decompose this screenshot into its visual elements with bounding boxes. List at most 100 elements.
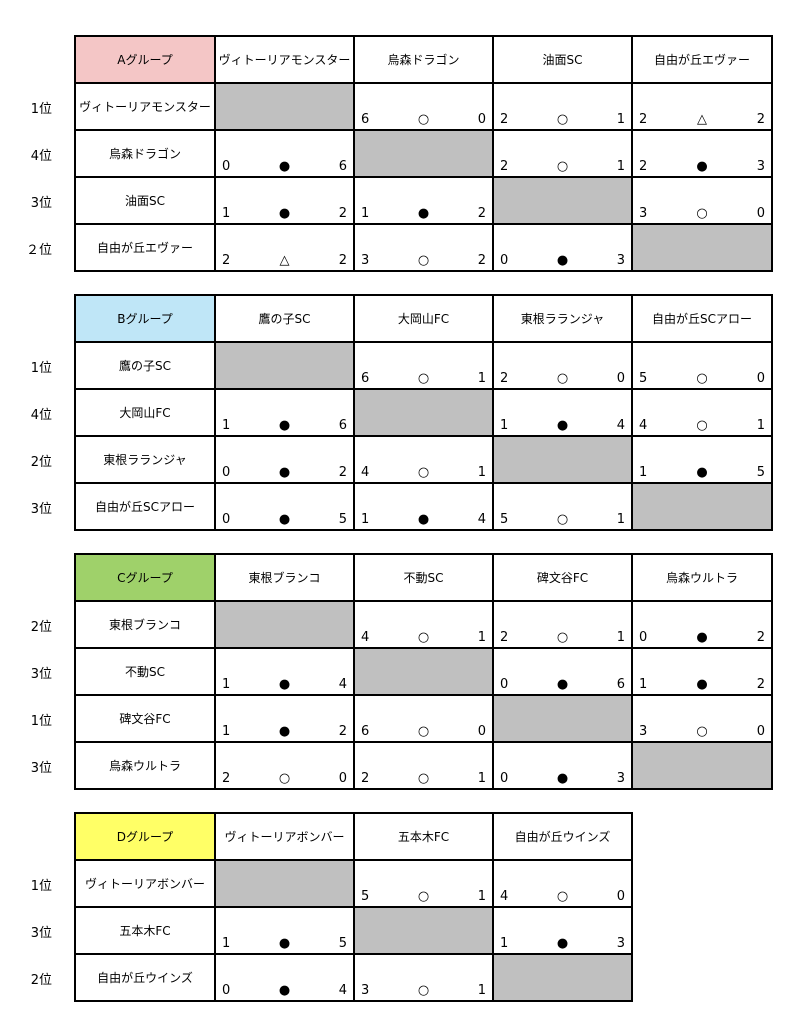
team-row: ヴィトーリアボンバー 5 ○ 1 4 ○ 0	[74, 859, 633, 908]
column-team-header: 碑文谷FC	[492, 553, 633, 602]
result-mark: ○	[417, 253, 430, 268]
score-line: 1 ● 6	[216, 390, 353, 435]
score-line: 0 ● 2	[633, 602, 771, 647]
match-result-cell: 5 ○ 0	[631, 341, 773, 390]
row-team-name: 鷹の子SC	[74, 341, 216, 390]
score-line: 3 ○ 2	[355, 225, 492, 270]
goals-for: 2	[639, 112, 648, 127]
goals-against: 3	[616, 771, 625, 786]
goals-for: 6	[361, 371, 370, 386]
goals-against: 0	[756, 206, 765, 221]
goals-for: 0	[500, 771, 509, 786]
match-result-cell: 0 ● 3	[492, 741, 633, 790]
row-team-name: 碑文谷FC	[74, 694, 216, 743]
goals-against: 6	[616, 677, 625, 692]
score-line: 4 ○ 1	[355, 602, 492, 647]
score-line: 4 ○ 1	[355, 437, 492, 482]
goals-against: 2	[477, 206, 486, 221]
row-team-name: 不動SC	[74, 647, 216, 696]
result-mark: ●	[278, 418, 291, 433]
result-mark: ○	[696, 371, 708, 386]
rank-label: 3位	[30, 926, 52, 941]
score-line: 0 ● 3	[494, 743, 631, 788]
match-result-cell: 0 ● 2	[631, 600, 773, 649]
row-team-name: 烏森ウルトラ	[74, 741, 216, 790]
goals-against: 0	[756, 724, 765, 739]
goals-for: 3	[639, 206, 648, 221]
result-mark: ○	[696, 724, 708, 739]
goals-against: 1	[477, 889, 486, 904]
header-row: Cグループ 東根ブランコ 不動SC 碑文谷FC 烏森ウルトラ	[74, 553, 773, 602]
match-result-cell: 1 ● 4	[214, 647, 355, 696]
result-mark: ○	[556, 630, 569, 645]
header-row: Dグループ ヴィトーリアボンバー 五本木FC 自由が丘ウインズ	[74, 812, 633, 861]
match-result-cell: 4 ○ 1	[353, 600, 494, 649]
goals-against: 1	[477, 983, 486, 998]
score-line: 2 ○ 1	[494, 602, 631, 647]
goals-for: 4	[361, 630, 370, 645]
score-line: 1 ● 5	[633, 437, 771, 482]
result-mark: ●	[417, 206, 430, 221]
goals-against: 4	[338, 677, 347, 692]
goals-for: 2	[500, 159, 509, 174]
row-team-name: 東根ブランコ	[74, 600, 216, 649]
team-row: 自由が丘ウインズ 0 ● 4 3 ○ 1	[74, 953, 633, 1002]
self-match-cell	[631, 741, 773, 790]
results-table: Dグループ ヴィトーリアボンバー 五本木FC 自由が丘ウインズ ヴィトーリアボンバー 5 ○…	[74, 812, 633, 1002]
group-title: Aグループ	[74, 35, 216, 84]
match-result-cell: 2 ○ 1	[492, 82, 633, 131]
rank-label: 4位	[30, 408, 52, 423]
match-result-cell: 1 ● 6	[214, 388, 355, 437]
row-team-name: 烏森ドラゴン	[74, 129, 216, 178]
goals-for: 1	[222, 206, 231, 221]
goals-for: 4	[361, 465, 370, 480]
match-result-cell: 2 ○ 1	[353, 741, 494, 790]
results-table: Aグループ ヴィトーリアモンスター 烏森ドラゴン 油面SC 自由が丘エヴァー ヴィトーリア…	[74, 35, 773, 272]
result-mark: ○	[417, 112, 430, 127]
goals-against: 3	[616, 936, 625, 951]
score-line: 0 ● 5	[216, 484, 353, 529]
match-result-cell: 0 ● 6	[214, 129, 355, 178]
team-row: 自由が丘SCアロー 0 ● 5 1 ● 4 5 ○ 1	[74, 482, 773, 531]
match-result-cell: 1 ● 5	[631, 435, 773, 484]
team-row: 鷹の子SC 6 ○ 1 2 ○ 0 5 ○ 0	[74, 341, 773, 390]
score-line: 2 ○ 1	[494, 131, 631, 176]
score-line: 0 ● 3	[494, 225, 631, 270]
group-title: Cグループ	[74, 553, 216, 602]
match-result-cell: 0 ● 3	[492, 223, 633, 272]
score-line: 1 ● 2	[216, 178, 353, 223]
goals-for: 0	[222, 465, 231, 480]
rank-label: 2位	[30, 973, 52, 988]
goals-against: 2	[756, 677, 765, 692]
rank-label: 3位	[30, 502, 52, 517]
score-line: 2 ○ 0	[216, 743, 353, 788]
match-result-cell: 6 ○ 1	[353, 341, 494, 390]
goals-for: 6	[361, 724, 370, 739]
goals-against: 4	[616, 418, 625, 433]
goals-for: 2	[222, 771, 231, 786]
goals-against: 2	[756, 112, 765, 127]
result-mark: ○	[696, 206, 708, 221]
match-result-cell: 6 ○ 0	[353, 694, 494, 743]
goals-for: 5	[500, 512, 509, 527]
score-line: 6 ○ 0	[355, 84, 492, 129]
score-line: 1 ● 2	[216, 696, 353, 741]
score-line: 2 ○ 1	[494, 84, 631, 129]
goals-against: 0	[616, 889, 625, 904]
goals-for: 1	[361, 512, 370, 527]
goals-for: 0	[500, 677, 509, 692]
goals-for: 1	[222, 936, 231, 951]
goals-against: 2	[338, 724, 347, 739]
goals-against: 1	[477, 630, 486, 645]
column-team-header: 自由が丘ウインズ	[492, 812, 633, 861]
goals-against: 5	[338, 936, 347, 951]
result-mark: ●	[696, 465, 708, 480]
column-team-header: ヴィトーリアボンバー	[214, 812, 355, 861]
team-row: 自由が丘エヴァー 2 △ 2 3 ○ 2 0 ● 3	[74, 223, 773, 272]
team-row: 東根ブランコ 4 ○ 1 2 ○ 1 0 ● 2	[74, 600, 773, 649]
goals-against: 3	[616, 253, 625, 268]
rank-label: 1位	[30, 102, 52, 117]
self-match-cell	[492, 953, 633, 1002]
goals-for: 0	[222, 512, 231, 527]
score-line: 1 ● 5	[216, 908, 353, 953]
